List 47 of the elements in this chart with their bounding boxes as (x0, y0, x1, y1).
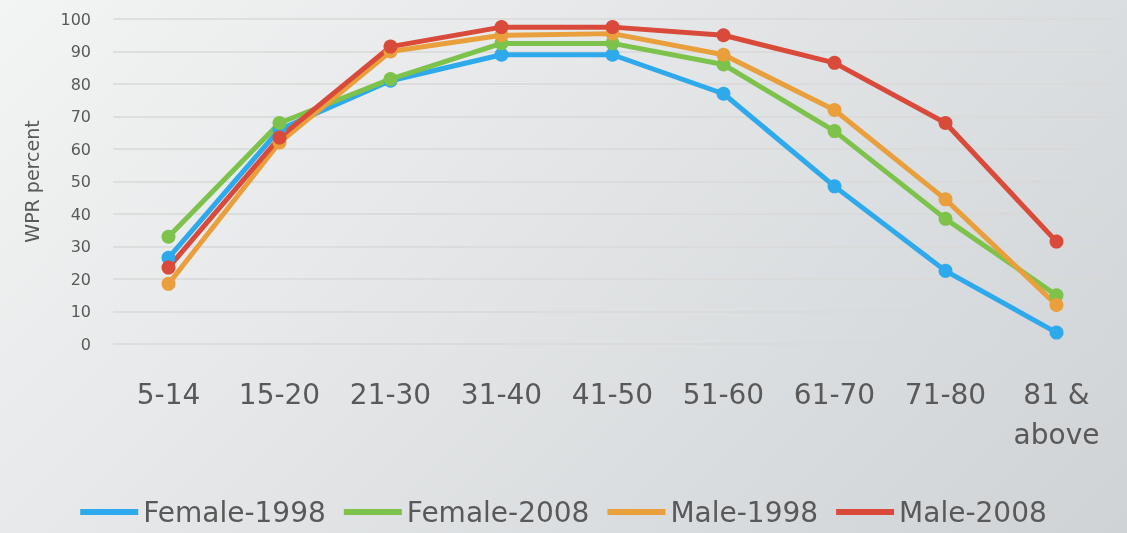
y-axis-title: WPR percent (20, 120, 43, 243)
point (938, 211, 953, 226)
point (938, 116, 953, 130)
y-tick-label: 100 (60, 9, 91, 29)
point (938, 263, 953, 278)
point (827, 124, 842, 139)
point (161, 260, 176, 275)
point (383, 39, 398, 54)
x-tick-label: 41-50 (571, 377, 654, 411)
point (716, 86, 731, 101)
y-tick-label: 70 (70, 107, 91, 126)
y-tick-label: 50 (70, 172, 91, 191)
x-tick-label: 21-30 (349, 377, 432, 411)
point (716, 28, 731, 43)
point (272, 130, 287, 145)
point (161, 276, 176, 291)
x-tick-label: 71-80 (904, 377, 987, 411)
y-tick-label: 0 (80, 334, 91, 354)
point (938, 192, 953, 207)
legend-label: Male-2008 (899, 495, 1047, 529)
x-tick-label: 15-20 (238, 377, 321, 411)
legend-label: Female-1998 (143, 495, 326, 529)
legend-label: Male-1998 (670, 495, 819, 529)
point (605, 20, 620, 35)
x-tick-label: 61-70 (793, 377, 876, 411)
point (161, 229, 176, 244)
x-tick-label: 81 & above (1013, 377, 1100, 451)
x-tick-label: 5-14 (136, 377, 201, 411)
point (1049, 298, 1064, 312)
y-tick-label: 30 (70, 237, 91, 256)
y-tick-label: 20 (70, 269, 91, 289)
x-tick-label: 31-40 (460, 377, 543, 411)
point (827, 179, 842, 194)
point (1049, 234, 1064, 249)
y-tick-label: 60 (70, 139, 91, 159)
point (827, 55, 842, 70)
y-tick-label: 80 (70, 74, 91, 94)
y-tick-label: 10 (70, 302, 91, 321)
y-tick-label: 90 (70, 42, 91, 61)
y-tick-label: 40 (70, 204, 91, 224)
point (1049, 325, 1064, 340)
legend-label: Female-2008 (406, 495, 590, 529)
point (272, 116, 287, 130)
point (716, 47, 731, 62)
point (827, 103, 842, 117)
point (494, 20, 509, 35)
x-tick-label: 51-60 (682, 377, 765, 411)
